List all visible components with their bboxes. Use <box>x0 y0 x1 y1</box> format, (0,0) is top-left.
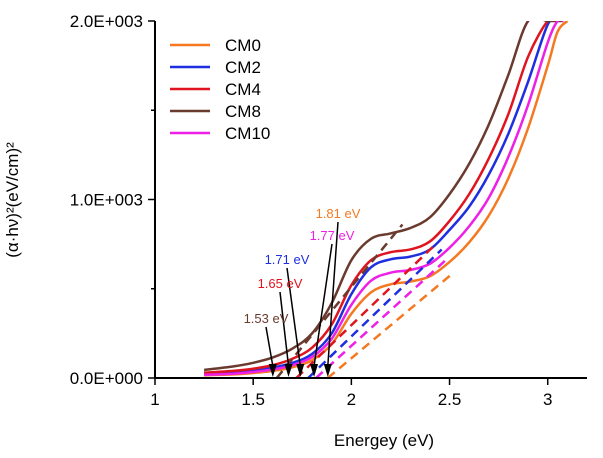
axes <box>154 21 587 379</box>
legend-label: CM2 <box>225 58 261 77</box>
fit-line-cm8 <box>275 223 404 378</box>
arrow-head-icon <box>296 364 305 377</box>
arrow-head-icon <box>310 364 319 377</box>
fit-line-cm2 <box>307 248 443 378</box>
annotation-label: 1.65 eV <box>258 276 303 291</box>
fit-line-cm4 <box>295 245 435 378</box>
series-line-cm0 <box>204 21 569 377</box>
y-axis-label: (α·hν)²(eV/cm)² <box>3 142 22 258</box>
annotation-layer: 1.81 eV 1.77 eV1.71 eV 1.65 eV 1.53 eV <box>244 206 361 377</box>
fit-layer <box>275 223 455 378</box>
y-tick-label: 1.0E+003 <box>70 191 143 210</box>
annotation-arrow <box>327 221 339 367</box>
y-tick-label: 0.0E+000 <box>70 369 143 388</box>
legend-label: CM8 <box>225 102 261 121</box>
arrow-head-icon <box>323 364 332 377</box>
x-tick-label: 3 <box>543 390 552 409</box>
legend-label: CM10 <box>225 124 270 143</box>
legend: CM0 CM2 CM4 CM8 CM10 <box>170 36 270 143</box>
annotation-arrow <box>286 267 302 367</box>
arrow-head-icon <box>268 364 277 377</box>
legend-label: CM4 <box>225 80 261 99</box>
annotation-label: 1.77 eV <box>310 228 355 243</box>
legend-label: CM0 <box>225 36 261 55</box>
annotation-arrow <box>313 243 333 367</box>
tick-layer: 1 1.5 2 2.5 3 0.0E+000 1.0E+003 2.0E+003 <box>70 12 553 409</box>
x-tick-label: 2.5 <box>438 390 462 409</box>
fit-line-cm0 <box>326 271 455 378</box>
annotation-label: 1.53 eV <box>244 311 289 326</box>
x-axis-label: Energey (eV) <box>334 431 434 450</box>
x-tick-label: 1.5 <box>241 390 265 409</box>
annotation-arrow <box>279 291 290 367</box>
y-tick-label: 2.0E+003 <box>70 12 143 31</box>
annotation-label: 1.81 eV <box>316 206 361 221</box>
series-line-cm8 <box>203 21 564 372</box>
arrow-head-icon <box>284 364 293 377</box>
annotation-arrow <box>265 326 274 367</box>
x-tick-label: 2 <box>347 390 356 409</box>
x-tick-label: 1 <box>150 390 159 409</box>
annotation-label: 1.71 eV <box>265 252 310 267</box>
